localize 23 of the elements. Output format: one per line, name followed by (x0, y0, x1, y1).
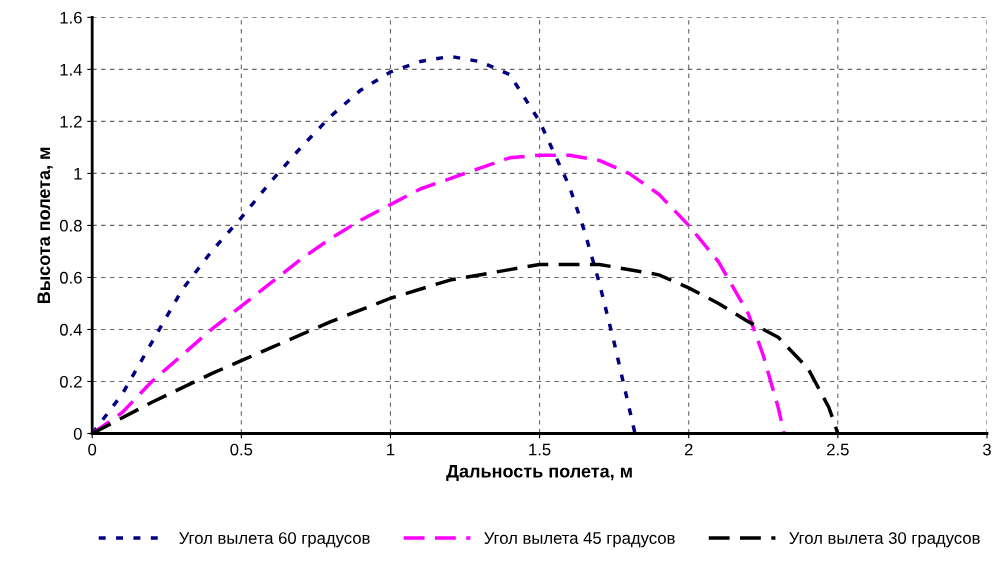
y-tick-label: 1.2 (60, 115, 82, 128)
x-axis-title: Дальность полета, м (446, 464, 632, 481)
x-tick-label: 3 (982, 443, 991, 456)
legend-label: Угол вылета 45 градусов (484, 532, 675, 548)
legend-label: Угол вылета 60 градусов (179, 532, 370, 548)
y-tick-label: 1 (74, 167, 82, 180)
x-tick-label: 2 (684, 443, 693, 456)
y-tick-label: 1.4 (60, 63, 82, 76)
x-tick-label: 1 (387, 443, 395, 456)
x-tick-label: 0.5 (230, 443, 253, 456)
y-tick-label: 0.4 (59, 323, 82, 336)
y-tick-label: 0.8 (59, 219, 82, 232)
y-tick-label: 1.6 (60, 11, 82, 24)
y-tick-label: 0 (73, 427, 82, 440)
y-tick-label: 0.2 (59, 375, 82, 388)
x-tick-label: 1.5 (529, 443, 551, 456)
y-tick-label: 0.6 (59, 271, 82, 284)
x-tick-label: 0 (88, 443, 97, 456)
line-series (92, 153, 786, 434)
legend-label: Угол вылета 30 градусов (789, 532, 980, 548)
y-axis-title: Высота полета, м (37, 147, 53, 304)
line-series (92, 54, 637, 434)
x-tick-label: 2.5 (827, 443, 849, 456)
